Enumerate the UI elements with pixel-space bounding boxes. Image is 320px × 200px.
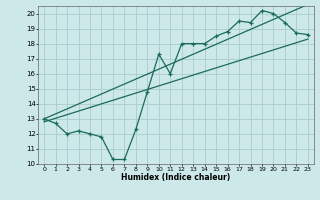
X-axis label: Humidex (Indice chaleur): Humidex (Indice chaleur) [121, 173, 231, 182]
